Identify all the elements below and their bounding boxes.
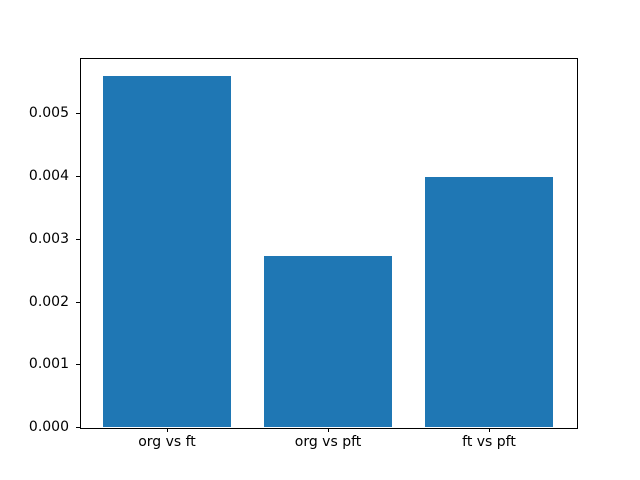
y-tick-mark xyxy=(76,238,80,240)
bar-ft-vs-pft xyxy=(424,177,554,427)
y-tick-label: 0.004 xyxy=(28,168,69,184)
y-tick-label: 0.005 xyxy=(28,105,69,122)
y-tick-label: 0.003 xyxy=(28,230,69,247)
y-tick-mark xyxy=(76,427,80,428)
x-tick-label: org vs pft xyxy=(294,434,362,450)
y-tick-label: 0.000 xyxy=(28,419,69,435)
y-tick-mark xyxy=(76,301,80,303)
y-tick-mark xyxy=(76,364,80,366)
y-tick-mark xyxy=(76,113,80,115)
bar-org-vs-pft xyxy=(263,256,393,427)
x-tick-mark xyxy=(167,428,168,432)
y-tick-label: 0.002 xyxy=(28,293,69,310)
x-tick-label: ft vs pft xyxy=(462,434,516,450)
x-tick-mark xyxy=(328,428,329,432)
y-tick-mark xyxy=(76,176,80,177)
y-tick-label: 0.001 xyxy=(28,356,69,373)
bar-org-vs-ft xyxy=(102,75,232,427)
x-tick-mark xyxy=(489,428,490,432)
x-tick-label: org vs ft xyxy=(138,434,196,450)
